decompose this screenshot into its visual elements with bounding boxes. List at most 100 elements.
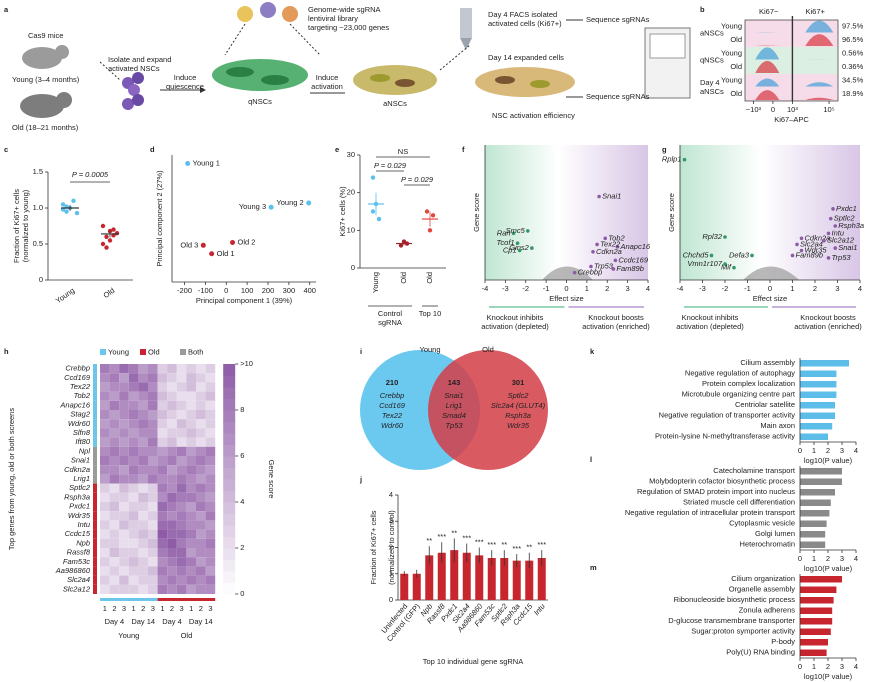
label: Sequence sgRNAs xyxy=(586,92,650,101)
label: Stag2 xyxy=(70,410,90,419)
heatmap-cell xyxy=(205,391,216,401)
label: 0 xyxy=(798,446,802,455)
heatmap-cell xyxy=(109,474,120,484)
label: Young xyxy=(118,631,139,640)
data-point xyxy=(306,200,312,206)
group-bar xyxy=(93,456,97,466)
label: 1 xyxy=(790,284,794,293)
label: Induce xyxy=(316,73,339,82)
group-bar xyxy=(93,465,97,475)
heatmap-cell xyxy=(176,483,187,493)
heatmap-cell xyxy=(119,446,129,456)
label: Chchd5 xyxy=(683,250,710,259)
label: Wdr60 xyxy=(381,421,404,430)
label: Effect size xyxy=(753,294,787,303)
panel-label: e xyxy=(335,145,339,154)
heatmap-cell xyxy=(176,520,187,530)
label: 2 xyxy=(112,604,116,613)
bar xyxy=(487,558,496,600)
heatmap-cell xyxy=(157,538,168,548)
histogram xyxy=(755,20,834,33)
heatmap-cell xyxy=(167,474,177,484)
bar xyxy=(450,550,459,600)
heatmap-cell xyxy=(167,529,177,539)
heatmap-cell xyxy=(100,492,110,502)
heatmap-cell xyxy=(176,465,187,475)
heatmap-cell xyxy=(196,529,206,539)
label: 2 xyxy=(826,554,830,563)
heatmap-cell xyxy=(205,446,216,456)
heatmap-cell xyxy=(167,584,177,594)
heatmap-cell xyxy=(205,465,216,475)
label: Heterochromatin xyxy=(740,540,795,549)
label: Slc2a4 (GLUT4) xyxy=(491,401,546,410)
heatmap-cell xyxy=(138,437,148,447)
label: Lrig1 xyxy=(73,474,90,483)
label: *** xyxy=(537,540,546,549)
label: Aa986860 xyxy=(55,566,91,575)
bar xyxy=(800,597,834,604)
colorbar-step xyxy=(223,410,236,422)
colorbar-step xyxy=(223,398,236,411)
heatmap-cell xyxy=(176,511,187,521)
label: Young 2 xyxy=(276,198,303,207)
heatmap-cell xyxy=(157,391,168,401)
heatmap-cell xyxy=(148,584,158,594)
label: 143 xyxy=(448,378,461,387)
heatmap-cell xyxy=(167,391,177,401)
label: 10⁵ xyxy=(823,105,834,114)
heatmap-cell xyxy=(100,502,110,512)
heatmap-cell xyxy=(128,483,139,493)
heatmap-cell xyxy=(148,483,158,493)
heatmap-cell xyxy=(109,410,120,420)
heatmap-cell xyxy=(119,410,129,420)
heatmap-cell xyxy=(100,373,110,383)
heatmap-cell xyxy=(109,502,120,512)
heatmap-cell xyxy=(167,492,177,502)
heatmap-cell xyxy=(100,511,110,521)
label: 0 xyxy=(564,284,568,293)
label: Slc2a12 xyxy=(63,584,91,593)
heatmap-cell xyxy=(138,456,148,466)
heatmap-cell xyxy=(186,575,196,585)
heatmap-cell xyxy=(119,419,129,429)
heatmap-cell xyxy=(167,548,177,558)
heatmap-cell xyxy=(138,465,148,475)
heatmap-cell xyxy=(109,566,120,576)
heatmap-cell xyxy=(157,548,168,558)
heatmap-cell xyxy=(186,557,196,567)
label: activated NSCs xyxy=(108,64,160,73)
label: Pxdc1 xyxy=(69,502,90,511)
heatmap-cell xyxy=(157,465,168,475)
label: Snai1 xyxy=(444,391,463,400)
label: 3 xyxy=(151,604,155,613)
label: Negative regulation of transporter activ… xyxy=(659,411,796,420)
schematic xyxy=(20,2,691,118)
label: Ccdc15 xyxy=(65,529,91,538)
heatmap-cell xyxy=(186,566,196,576)
data-point xyxy=(515,241,520,245)
data-point xyxy=(795,242,799,247)
heatmap-cell xyxy=(176,538,187,548)
heatmap-cell xyxy=(157,373,168,383)
label: Principal component 1 (39%) xyxy=(196,296,293,305)
label: 3 xyxy=(389,516,393,525)
heatmap-cell xyxy=(186,391,196,401)
label: Day 4 FACS isolated xyxy=(488,10,557,19)
heatmap-cell xyxy=(157,474,168,484)
label: Slc2a4 xyxy=(67,575,90,584)
heatmap-cell xyxy=(100,400,110,410)
heatmap-cell xyxy=(176,575,187,585)
heatmap-cell xyxy=(196,474,206,484)
label: Old xyxy=(730,62,742,71)
panel-label: i xyxy=(360,347,362,356)
heatmap-cell xyxy=(167,382,177,392)
label: Molybdopterin cofactor biosynthetic proc… xyxy=(649,477,795,486)
heatmap-cell xyxy=(128,364,139,374)
histogram xyxy=(755,34,834,46)
label: Sequence sgRNAs xyxy=(586,15,650,24)
label: 1 xyxy=(812,446,816,455)
label: Npl xyxy=(79,446,91,455)
label: Old 1 xyxy=(217,249,235,258)
label: *** xyxy=(487,540,496,549)
